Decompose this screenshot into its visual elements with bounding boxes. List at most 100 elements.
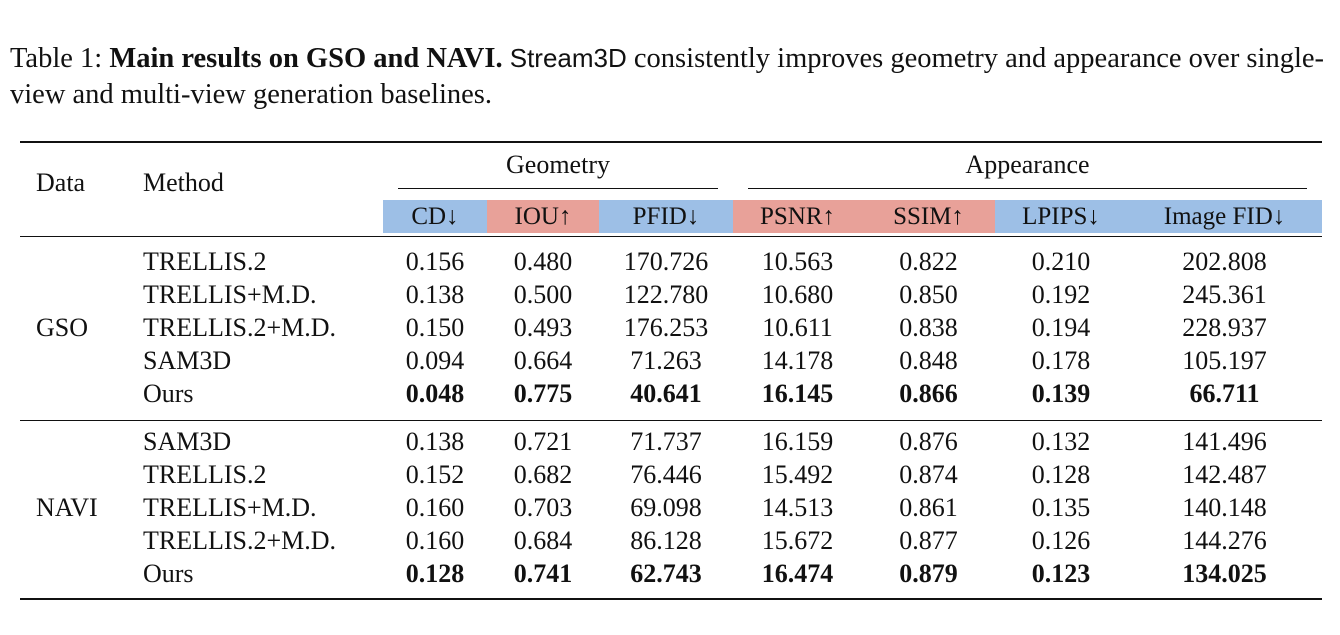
image-fid-cell: 228.937 (1182, 313, 1267, 342)
lpips-cell: 0.126 (1031, 526, 1091, 555)
cd-cell: 0.152 (405, 460, 465, 489)
lpips-cell: 0.135 (1031, 493, 1091, 522)
image-fid-cell: 245.361 (1182, 280, 1267, 309)
method-cell: TRELLIS.2 (143, 460, 267, 489)
header-rule (20, 236, 1322, 237)
lpips-cell: 0.192 (1031, 280, 1091, 309)
psnr-cell: 14.513 (761, 493, 834, 522)
lpips-cell: 0.194 (1031, 313, 1091, 342)
psnr-cell: 16.474 (761, 559, 834, 588)
table-row: TRELLIS.2 0.152 0.682 76.446 15.492 0.874 0.12… (20, 458, 1322, 491)
method-cell: SAM3D (143, 427, 232, 456)
table-row: TRELLIS.2+M.D. 0.160 0.684 86.128 15.672 0.87… (20, 524, 1322, 557)
table-row: TRELLIS+M.D. 0.160 0.703 69.098 14.513 0.861 0… (20, 491, 1322, 524)
cd-cell: 0.048 (405, 379, 465, 408)
table-row: SAM3D 0.094 0.664 71.263 14.178 0.848 0.178 105… (20, 344, 1322, 377)
pfid-cell: 86.128 (630, 526, 702, 555)
psnr-cell: 10.563 (761, 247, 834, 276)
iou-cell: 0.500 (513, 280, 573, 309)
lpips-cell: 0.123 (1031, 559, 1091, 588)
table-row-best: Ours 0.128 0.741 62.743 16.474 0.879 0.123 134.… (20, 557, 1322, 590)
ssim-cell: 0.838 (899, 313, 958, 342)
psnr-cell: 14.178 (761, 346, 834, 375)
appearance-cmidrule (748, 188, 1307, 189)
psnr-cell: 16.159 (761, 427, 834, 456)
ssim-cell: 0.861 (899, 493, 958, 522)
bottom-rule (20, 598, 1322, 600)
top-rule (20, 141, 1322, 143)
iou-cell: 0.493 (513, 313, 573, 342)
ssim-cell: 0.848 (899, 346, 958, 375)
psnr-cell: 16.145 (761, 379, 834, 408)
ssim-cell: 0.876 (899, 427, 958, 456)
group-label-navi: NAVI (36, 493, 98, 522)
ssim-cell: 0.877 (899, 526, 958, 555)
table-row: TRELLIS+M.D. 0.138 0.500 122.780 10.680 0.850… (20, 278, 1322, 311)
iou-cell: 0.664 (513, 346, 573, 375)
pfid-cell: 176.253 (623, 313, 709, 342)
image-fid-cell: 134.025 (1182, 559, 1267, 588)
table-caption: Table 1: Main results on GSO and NAVI. S… (10, 40, 1330, 113)
header-geometry: Geometry (506, 150, 610, 179)
iou-cell: 0.480 (513, 247, 573, 276)
lpips-cell: 0.128 (1031, 460, 1091, 489)
caption-prefix: Table 1: (10, 43, 110, 74)
method-cell: TRELLIS+M.D. (143, 493, 317, 522)
image-fid-cell: 141.496 (1182, 427, 1267, 456)
table-row: SAM3D 0.138 0.721 71.737 16.159 0.876 0.132 141… (20, 425, 1322, 458)
lpips-cell: 0.210 (1031, 247, 1091, 276)
pfid-cell: 69.098 (630, 493, 702, 522)
header-method: Method (143, 168, 224, 197)
lpips-cell: 0.178 (1031, 346, 1091, 375)
image-fid-cell: 144.276 (1182, 526, 1267, 555)
ssim-cell: 0.879 (899, 559, 958, 588)
group-separator-rule (20, 420, 1322, 421)
method-cell: SAM3D (143, 346, 232, 375)
cd-cell: 0.138 (405, 280, 465, 309)
group-label-gso: GSO (36, 313, 89, 342)
cd-cell: 0.156 (405, 247, 465, 276)
cd-cell: 0.150 (405, 313, 465, 342)
pfid-cell: 71.737 (630, 427, 702, 456)
metric-image-fid: Image FID↓ (1127, 200, 1322, 233)
psnr-cell: 10.680 (761, 280, 834, 309)
method-cell: Ours (143, 559, 194, 588)
image-fid-cell: 66.711 (1189, 379, 1260, 408)
table-row: TRELLIS.2+M.D. 0.150 0.493 176.253 10.611 0.8… (20, 311, 1322, 344)
cd-cell: 0.160 (405, 526, 465, 555)
navi-results-table: SAM3D 0.138 0.721 71.737 16.159 0.876 0.132 141… (20, 425, 1322, 590)
ssim-cell: 0.850 (899, 280, 958, 309)
cd-cell: 0.094 (405, 346, 465, 375)
image-fid-cell: 140.148 (1182, 493, 1267, 522)
ssim-cell: 0.822 (899, 247, 958, 276)
ssim-cell: 0.866 (899, 379, 958, 408)
cd-cell: 0.160 (405, 493, 465, 522)
iou-cell: 0.703 (513, 493, 573, 522)
method-cell: TRELLIS.2+M.D. (143, 313, 337, 342)
header-data: Data (36, 168, 86, 197)
pfid-cell: 122.780 (623, 280, 709, 309)
ssim-cell: 0.874 (899, 460, 958, 489)
table-row: TRELLIS.2 0.156 0.480 170.726 10.563 0.822 0.2… (20, 245, 1322, 278)
gso-results-table: TRELLIS.2 0.156 0.480 170.726 10.563 0.822 0.2… (20, 245, 1322, 410)
table-row-best: Ours 0.048 0.775 40.641 16.145 0.866 0.139 66.7… (20, 377, 1322, 410)
image-fid-cell: 142.487 (1182, 460, 1267, 489)
header-appearance: Appearance (965, 150, 1090, 179)
pfid-cell: 170.726 (623, 247, 709, 276)
image-fid-cell: 105.197 (1182, 346, 1267, 375)
iou-cell: 0.741 (513, 559, 573, 588)
metric-lpips: LPIPS↓ (995, 200, 1127, 233)
method-cell: TRELLIS.2 (143, 247, 267, 276)
lpips-cell: 0.132 (1031, 427, 1091, 456)
metric-iou: IOU↑ (487, 200, 599, 233)
method-cell: TRELLIS.2+M.D. (143, 526, 337, 555)
caption-system-name: Stream3D (509, 43, 627, 73)
metric-cd: CD↓ (383, 200, 487, 233)
psnr-cell: 10.611 (762, 313, 833, 342)
pfid-cell: 62.743 (630, 559, 702, 588)
iou-cell: 0.775 (513, 379, 573, 408)
psnr-cell: 15.672 (761, 526, 834, 555)
psnr-cell: 15.492 (761, 460, 834, 489)
method-cell: TRELLIS+M.D. (143, 280, 317, 309)
iou-cell: 0.684 (513, 526, 573, 555)
